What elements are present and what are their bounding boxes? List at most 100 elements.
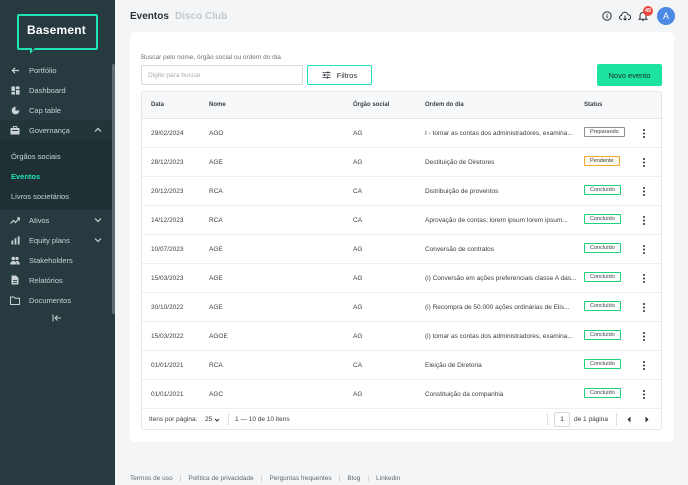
more-options-icon[interactable] [641,331,647,342]
pagination-range: 1 — 10 de 10 itens [235,416,290,423]
more-options-icon[interactable] [641,186,647,197]
status-badge: Concluído [584,388,621,398]
sidebar-item-label: Documentos [29,295,72,305]
table-row[interactable]: 01/01/2021 AGC AG Constituição da companhia… [142,380,661,409]
sidebar-item-equity-plans[interactable]: Equity plans [0,230,115,250]
tab-disco-club[interactable]: Disco Club [175,11,228,22]
collapse-sidebar-icon[interactable] [52,313,62,323]
column-header-data[interactable]: Data [151,102,165,108]
sidebar-item-stakeholders[interactable]: Stakeholders [0,250,115,270]
column-header-status[interactable]: Status [584,102,603,108]
sidebar-item-cap-table[interactable]: Cap table [0,100,115,120]
footer-link-blog[interactable]: Blog [347,474,361,482]
current-page-input[interactable]: 1 [554,412,570,427]
sidebar: Basement Portfólio Dashboard Cap table [0,0,115,485]
footer-link-faq[interactable]: Perguntas frequentes [269,474,332,482]
avatar[interactable]: A [657,7,675,25]
chevron-down-icon [94,218,102,223]
sidebar-subitem-livros-societarios[interactable]: Livros societários [0,186,115,206]
more-options-icon[interactable] [641,360,647,371]
table-row[interactable]: 20/12/2023 RCA CA Distribuição de proventos… [142,177,661,206]
more-options-icon[interactable] [641,389,647,400]
cell-orgao-social: AG [353,333,363,340]
table-row[interactable]: 28/12/2023 AGE AG Destituição de Diretores P… [142,148,661,177]
sidebar-item-portfolio[interactable]: Portfólio [0,60,115,80]
table-row[interactable]: 10/07/2023 AGE AG Conversão de contratos Con… [142,235,661,264]
more-options-icon[interactable] [641,273,647,284]
footer-link-linkedin[interactable]: Linkedin [376,474,401,482]
cell-data: 01/01/2021 [151,391,184,398]
info-icon[interactable] [602,11,612,21]
cell-data: 15/03/2022 [151,333,184,340]
cell-ordem-do-dia: Aprovação de contas; lorem ipsum lorem i… [425,217,568,224]
document-icon [10,275,20,285]
cell-data: 28/12/2023 [151,159,184,166]
pagination-divider [228,413,229,426]
sidebar-item-label: Equity plans [29,235,70,245]
footer-divider: | [179,474,182,482]
status-badge: Pendente [584,156,620,166]
search-label: Buscar pelo nome, órgão social ou ordem … [141,54,281,61]
cell-nome: AGE [209,304,223,311]
table-row[interactable]: 29/02/2024 AGO AG I - tomar as contas dos a… [142,119,661,148]
chevron-down-icon [94,238,102,243]
status-badge: Concluído [584,214,621,224]
logo-tail-inner [32,48,35,51]
sidebar-scrollbar[interactable] [112,64,115,314]
table-row[interactable]: 01/01/2021 RCA CA Eleição de Diretoria Concl… [142,351,661,380]
sidebar-item-governanca[interactable]: Governança [0,120,115,140]
basement-logo[interactable]: Basement [17,14,98,50]
sidebar-item-documentos[interactable]: Documentos [0,290,115,310]
more-options-icon[interactable] [641,302,647,313]
cell-orgao-social: AG [353,159,363,166]
cloud-download-icon[interactable] [619,11,631,21]
tab-eventos[interactable]: Eventos [130,11,169,22]
cell-ordem-do-dia: Destituição de Diretores [425,159,495,166]
cell-nome: RCA [209,362,223,369]
cell-nome: AGE [209,159,223,166]
sidebar-item-ativos[interactable]: Ativos [0,210,115,230]
logo-tail-shape [30,48,36,54]
footer-link-termos[interactable]: Termos de uso [130,474,173,482]
more-options-icon[interactable] [641,157,647,168]
cell-orgao-social: CA [353,217,363,224]
items-per-page-value: 25 [205,416,213,423]
search-input[interactable] [141,65,303,85]
new-event-button[interactable]: Novo evento [597,64,662,86]
column-header-nome[interactable]: Nome [209,102,226,108]
footer-link-privacidade[interactable]: Política de privacidade [188,474,254,482]
cell-nome: AGO [209,130,224,137]
notification-badge: 45 [643,6,653,16]
more-options-icon[interactable] [641,128,647,139]
people-icon [10,255,20,265]
sidebar-item-label: Cap table [29,105,62,115]
column-header-orgao-social[interactable]: Órgão social [353,102,390,108]
filters-button-label: Filtros [336,70,358,80]
table-row[interactable]: 30/10/2022 AGE AG (i) Recompra de 50.000 aç… [142,293,661,322]
filters-button[interactable]: Filtros [307,65,372,85]
sidebar-subitem-eventos[interactable]: Eventos [0,166,115,186]
more-options-icon[interactable] [641,244,647,255]
new-event-button-label: Novo evento [608,70,651,80]
more-options-icon[interactable] [641,215,647,226]
sidebar-subitem-label: Eventos [11,171,41,181]
sidebar-item-relatorios[interactable]: Relatórios [0,270,115,290]
pagination-divider [547,413,548,426]
cell-data: 29/02/2024 [151,130,184,137]
sidebar-item-dashboard[interactable]: Dashboard [0,80,115,100]
cell-ordem-do-dia: I - tomar as contas dos administradores,… [425,130,573,137]
footer-divider: | [367,474,370,482]
pagination-divider [616,413,617,426]
sidebar-subitem-orgaos-sociais[interactable]: Órgãos sociais [0,146,115,166]
items-per-page-select[interactable]: 25 [205,413,220,426]
folder-icon [10,295,20,305]
next-page-icon[interactable] [644,416,650,423]
table-row[interactable]: 14/12/2023 RCA CA Aprovação de contas; lore… [142,206,661,235]
trend-icon [10,215,20,225]
prev-page-icon[interactable] [626,416,632,423]
pie-chart-icon [10,105,20,115]
table-row[interactable]: 15/03/2023 AGE AG (i) Conversão em ações pr… [142,264,661,293]
items-per-page-label: Itens por página: [149,416,198,423]
column-header-ordem-do-dia[interactable]: Ordem do dia [425,102,464,108]
table-row[interactable]: 15/03/2022 AGOE AG (i) tomar as contas dos … [142,322,661,351]
